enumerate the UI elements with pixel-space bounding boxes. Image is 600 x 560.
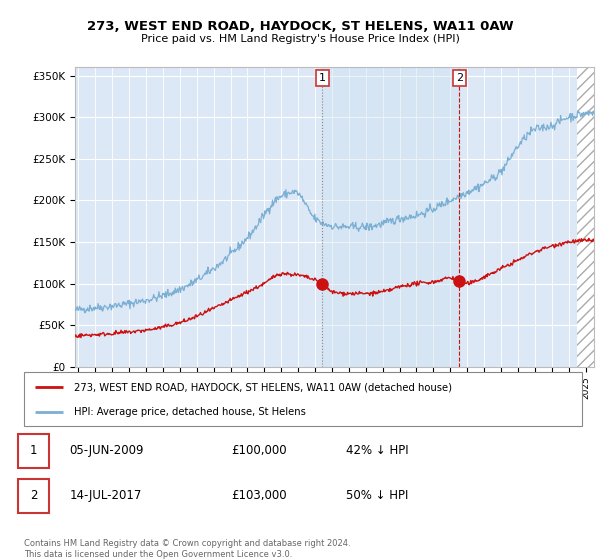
Text: 50% ↓ HPI: 50% ↓ HPI bbox=[346, 489, 409, 502]
Text: 14-JUL-2017: 14-JUL-2017 bbox=[70, 489, 142, 502]
FancyBboxPatch shape bbox=[18, 434, 49, 468]
Text: HPI: Average price, detached house, St Helens: HPI: Average price, detached house, St H… bbox=[74, 407, 306, 417]
FancyBboxPatch shape bbox=[24, 372, 582, 426]
Text: 1: 1 bbox=[319, 73, 326, 83]
Bar bbox=[322, 67, 460, 367]
Text: 273, WEST END ROAD, HAYDOCK, ST HELENS, WA11 0AW (detached house): 273, WEST END ROAD, HAYDOCK, ST HELENS, … bbox=[74, 382, 452, 393]
Bar bbox=[577, 67, 594, 367]
Text: 2: 2 bbox=[30, 489, 37, 502]
Text: 05-JUN-2009: 05-JUN-2009 bbox=[70, 445, 144, 458]
Text: Contains HM Land Registry data © Crown copyright and database right 2024.
This d: Contains HM Land Registry data © Crown c… bbox=[24, 539, 350, 559]
Text: Price paid vs. HM Land Registry's House Price Index (HPI): Price paid vs. HM Land Registry's House … bbox=[140, 34, 460, 44]
Text: 273, WEST END ROAD, HAYDOCK, ST HELENS, WA11 0AW: 273, WEST END ROAD, HAYDOCK, ST HELENS, … bbox=[86, 20, 514, 32]
Text: 2: 2 bbox=[456, 73, 463, 83]
Text: 1: 1 bbox=[30, 445, 37, 458]
Text: 42% ↓ HPI: 42% ↓ HPI bbox=[346, 445, 409, 458]
FancyBboxPatch shape bbox=[18, 479, 49, 513]
Text: £100,000: £100,000 bbox=[231, 445, 287, 458]
Text: £103,000: £103,000 bbox=[231, 489, 287, 502]
